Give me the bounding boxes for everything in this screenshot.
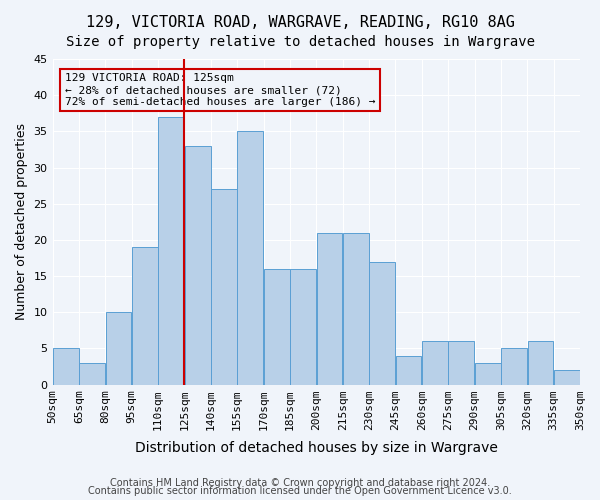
Bar [158, 117, 184, 384]
Bar [554, 370, 580, 384]
Bar [317, 232, 343, 384]
Bar [422, 341, 448, 384]
Bar [211, 189, 237, 384]
Bar [132, 247, 158, 384]
Bar [238, 132, 263, 384]
Bar [475, 363, 500, 384]
Bar [79, 363, 105, 384]
Text: 129, VICTORIA ROAD, WARGRAVE, READING, RG10 8AG: 129, VICTORIA ROAD, WARGRAVE, READING, R… [86, 15, 514, 30]
Text: Contains HM Land Registry data © Crown copyright and database right 2024.: Contains HM Land Registry data © Crown c… [110, 478, 490, 488]
Text: 129 VICTORIA ROAD: 125sqm
← 28% of detached houses are smaller (72)
72% of semi-: 129 VICTORIA ROAD: 125sqm ← 28% of detac… [65, 74, 376, 106]
Text: Contains public sector information licensed under the Open Government Licence v3: Contains public sector information licen… [88, 486, 512, 496]
Bar [290, 269, 316, 384]
Bar [395, 356, 421, 384]
Bar [343, 232, 369, 384]
Bar [264, 269, 290, 384]
Bar [527, 341, 553, 384]
Bar [448, 341, 474, 384]
Bar [106, 312, 131, 384]
Bar [501, 348, 527, 384]
Bar [369, 262, 395, 384]
X-axis label: Distribution of detached houses by size in Wargrave: Distribution of detached houses by size … [135, 441, 498, 455]
Y-axis label: Number of detached properties: Number of detached properties [15, 124, 28, 320]
Bar [53, 348, 79, 384]
Bar [185, 146, 211, 384]
Text: Size of property relative to detached houses in Wargrave: Size of property relative to detached ho… [65, 35, 535, 49]
